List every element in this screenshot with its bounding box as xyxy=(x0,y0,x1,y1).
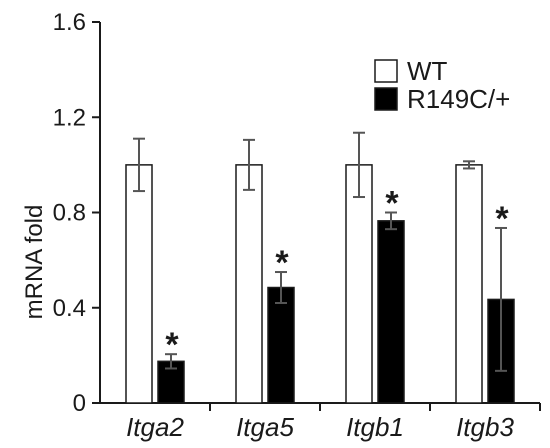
bar-mutant xyxy=(377,220,405,404)
error-bar xyxy=(275,271,287,304)
error-bar xyxy=(133,137,145,193)
x-axis: Itga2 Itga5 Itgb1 Itgb3 xyxy=(100,402,541,442)
error-bar xyxy=(165,353,177,370)
error-bar xyxy=(463,160,475,170)
legend-label: WT xyxy=(407,56,448,86)
error-bar xyxy=(243,138,255,191)
y-tick-label: 1.2 xyxy=(53,104,86,131)
bar-wt xyxy=(235,164,263,404)
significance-star: * xyxy=(165,326,179,364)
legend-swatch xyxy=(374,59,398,83)
bar-wt xyxy=(345,164,373,404)
bar-mutant xyxy=(267,286,295,404)
y-tick-label: 0.4 xyxy=(53,295,86,322)
legend-entry: WT xyxy=(374,56,448,86)
significance-star: * xyxy=(385,185,399,223)
bar-wt xyxy=(125,164,153,404)
legend-entry: R149C/+ xyxy=(374,84,510,114)
x-category-label: Itga5 xyxy=(236,412,294,442)
y-tick-label: 1.6 xyxy=(53,9,86,36)
x-category-label: Itgb1 xyxy=(346,412,404,442)
y-axis-title: mRNA fold xyxy=(21,205,48,320)
legend-swatch xyxy=(374,87,398,111)
error-bar xyxy=(385,211,397,231)
y-tick-label: 0.8 xyxy=(53,200,86,227)
x-category-label: Itgb3 xyxy=(456,412,514,442)
significance-star: * xyxy=(495,200,509,238)
legend-label: R149C/+ xyxy=(407,84,510,114)
error-bar xyxy=(495,226,507,372)
significance-markers: * * * * xyxy=(165,185,509,365)
bar-wt xyxy=(455,164,483,404)
error-bar xyxy=(353,131,365,199)
y-axis: 0 0.4 0.8 1.2 1.6 xyxy=(53,9,101,417)
bars xyxy=(125,164,515,404)
significance-star: * xyxy=(275,244,289,282)
x-category-label: Itga2 xyxy=(126,412,184,442)
error-bars xyxy=(133,131,507,372)
y-tick-label: 0 xyxy=(73,390,86,417)
